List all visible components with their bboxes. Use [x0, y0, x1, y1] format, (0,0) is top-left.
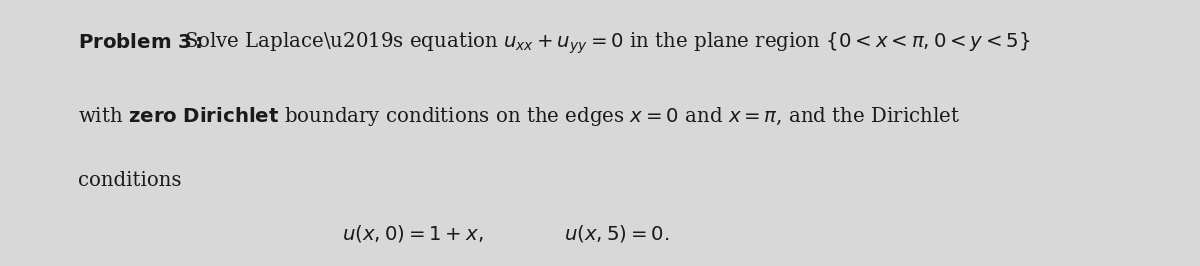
Text: Solve Laplace\u2019s equation $u_{xx}+u_{yy} = 0$ in the plane region $\{0 < x <: Solve Laplace\u2019s equation $u_{xx}+u_… [184, 31, 1030, 56]
Text: $u(x, 5) = 0.$: $u(x, 5) = 0.$ [564, 223, 670, 244]
Text: $\mathbf{Problem\ 3:}$: $\mathbf{Problem\ 3:}$ [78, 33, 203, 52]
Text: conditions: conditions [78, 171, 181, 190]
Text: $u(x, 0) = 1 + x,$: $u(x, 0) = 1 + x,$ [342, 223, 484, 244]
Text: with $\mathbf{zero\ Dirichlet}$ boundary conditions on the edges $x = 0$ and $x : with $\mathbf{zero\ Dirichlet}$ boundary… [78, 105, 960, 128]
